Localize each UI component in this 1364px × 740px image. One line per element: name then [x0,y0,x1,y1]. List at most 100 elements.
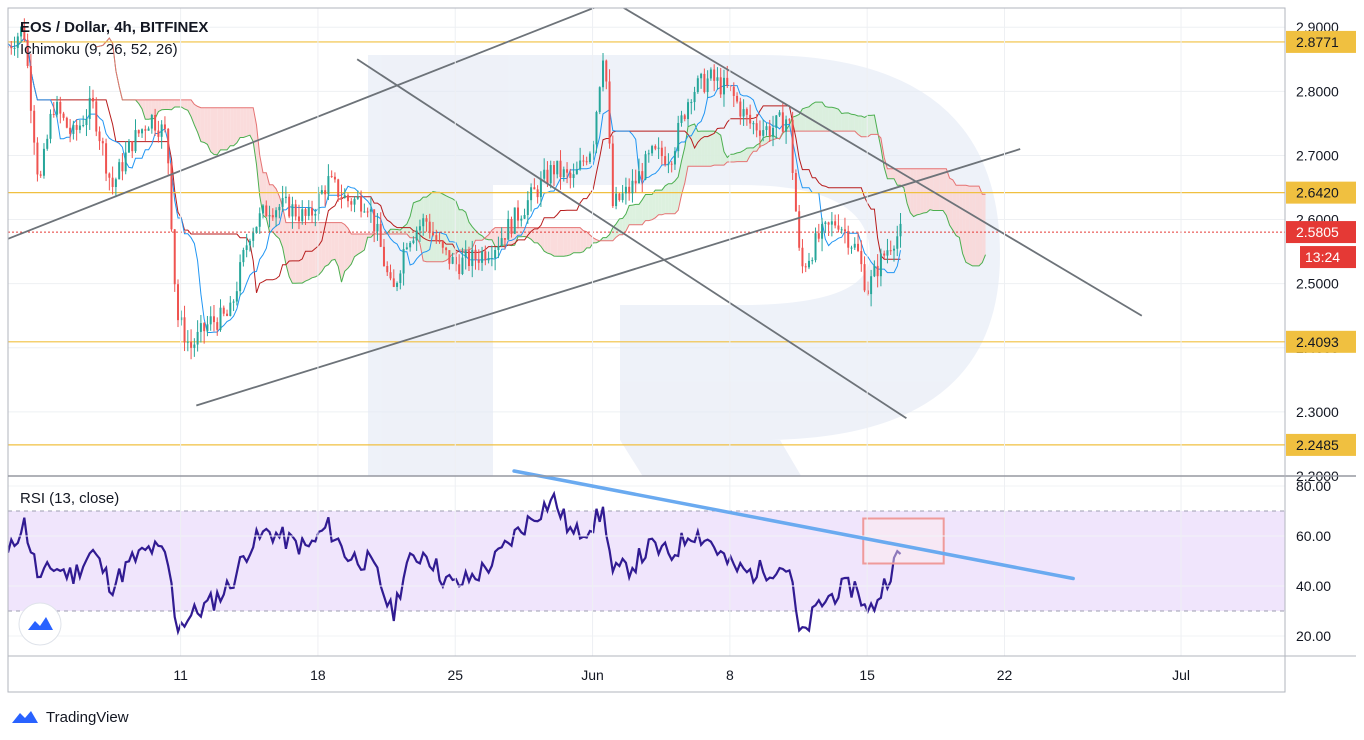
candle-body [490,258,493,260]
candle-body [598,87,601,113]
cloud-segment [210,107,214,155]
candle-body [458,264,461,275]
candle-body [605,60,608,82]
candle [660,140,663,165]
candle [497,236,500,259]
cloud-segment [740,150,744,162]
candle [824,220,827,234]
candle-body [850,247,853,249]
candle-body [330,176,333,178]
candle-body [327,176,330,195]
cloud-segment [737,152,741,162]
candle-body [284,196,287,199]
candle-body [651,146,654,154]
candle-body [742,109,745,117]
cloud-segment [645,194,649,221]
candle [150,113,153,134]
candle [667,153,670,174]
candle [716,67,719,90]
cloud-segment [818,102,823,132]
candle [526,191,529,224]
candle-body [242,249,245,263]
candle [62,111,65,121]
candle [749,104,752,129]
candle-body [621,193,624,201]
level-price-tag: 2.8771 [1286,30,1356,53]
cloud-segment [688,125,692,167]
candle-body [105,143,108,174]
cloud-segment [854,114,859,135]
candle-body [791,119,794,173]
candle-body [536,189,539,198]
candle [438,232,441,244]
candle [219,299,222,332]
cloud-segment [606,234,610,241]
candle [265,200,268,217]
candle [513,207,516,235]
candle [226,309,229,317]
cloud-segment [828,107,832,132]
candle [657,137,660,160]
cloud-segment [962,185,966,263]
candle [853,237,856,251]
candle-body [768,126,771,137]
candle [376,213,379,241]
candle-body [46,138,49,149]
cloud-segment [269,184,273,232]
logo-circle[interactable] [18,602,62,646]
candle [566,162,569,184]
cloud-segment [570,227,574,255]
candle-body [451,256,454,264]
candle [399,270,402,290]
cloud-segment [838,109,842,132]
candle-body [167,128,170,164]
candle [637,158,640,184]
cloud-segment [213,107,218,155]
candle [794,169,797,212]
candle [588,151,591,164]
cloud-segment [946,168,950,226]
candle-body [441,241,444,248]
candle-body [870,276,873,295]
cloud-segment [318,222,322,276]
candle-body [566,169,569,173]
candle [870,269,873,307]
candle [883,250,886,259]
cloud-segment [305,222,309,282]
candle-body [56,101,59,115]
candle [677,115,680,158]
candle [464,240,467,270]
candle-body [144,129,147,131]
rsi-tick-label: 40.00 [1296,578,1331,594]
candle [719,67,722,98]
cloud-segment [648,194,653,221]
candle-body [830,221,833,225]
candle [95,97,98,137]
candle [595,110,598,154]
candle [23,18,26,42]
candle [330,170,333,178]
cloud-segment [344,224,349,272]
axes-layer: 2.20002.30002.40002.50002.60002.70002.80… [7,7,1356,693]
candle-body [62,113,65,118]
cloud-segment [808,103,813,132]
candle [621,185,624,203]
candle [651,144,654,157]
candle [850,245,853,254]
candle [765,122,768,136]
tradingview-icon [12,711,38,723]
candle-body [559,160,562,178]
candle [758,120,761,148]
candle [353,196,356,213]
cloud-segment [746,147,751,162]
candle [631,169,634,203]
level-price-tag: 2.4093 [1286,330,1356,353]
cloud-segment [164,99,169,110]
candle-body [366,211,369,213]
candle-body [660,147,663,157]
tradingview-logo-button[interactable] [18,602,62,646]
candle [680,110,683,127]
candle-body [556,160,559,175]
candle [147,126,150,131]
candle [199,314,202,343]
